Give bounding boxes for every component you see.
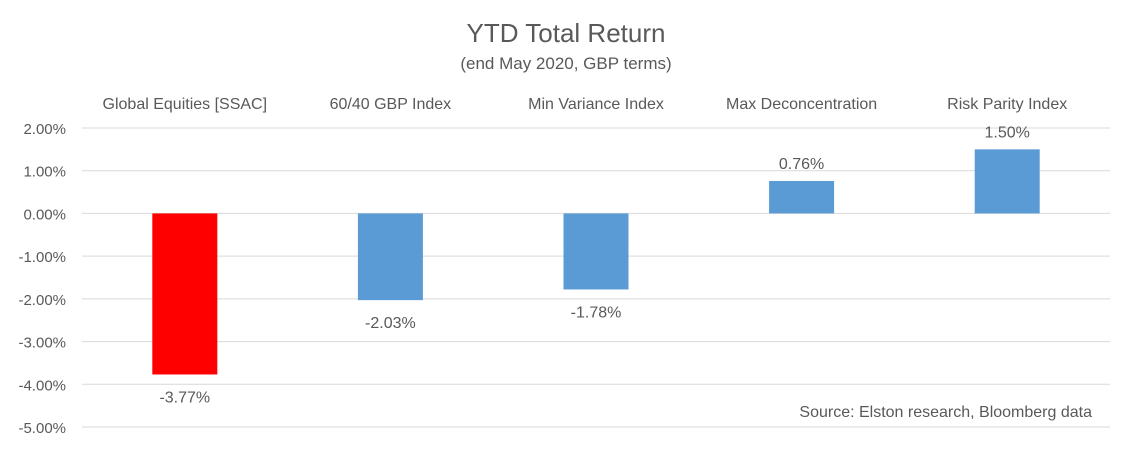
category-label: Global Equities [SSAC] [103,96,268,113]
data-label: -2.03% [365,315,416,332]
y-tick-label: -5.00% [18,420,66,437]
data-label: 0.76% [779,156,824,173]
bar [974,149,1040,214]
chart-subtitle: (end May 2020, GBP terms) [460,54,672,73]
data-label: 1.50% [985,124,1030,141]
category-label: 60/40 GBP Index [330,96,452,113]
bar [357,213,423,301]
y-tick-label: 2.00% [23,121,66,138]
source-annotation: Source: Elston research, Bloomberg data [799,404,1092,421]
y-tick-label: -1.00% [18,249,66,266]
category-label: Min Variance Index [528,96,664,113]
y-tick-label: 0.00% [23,206,66,223]
category-label: Max Deconcentration [726,96,877,113]
y-tick-label: -2.00% [18,292,66,309]
category-label: Risk Parity Index [947,96,1067,113]
y-tick-label: 1.00% [23,164,66,181]
data-label: -1.78% [571,304,622,321]
y-tick-label: -3.00% [18,335,66,352]
y-tick-label: -4.00% [18,377,66,394]
bar [769,180,835,214]
data-label: -3.77% [159,389,210,406]
bar [152,213,218,375]
chart-title: YTD Total Return [466,18,666,48]
bar [563,213,629,290]
